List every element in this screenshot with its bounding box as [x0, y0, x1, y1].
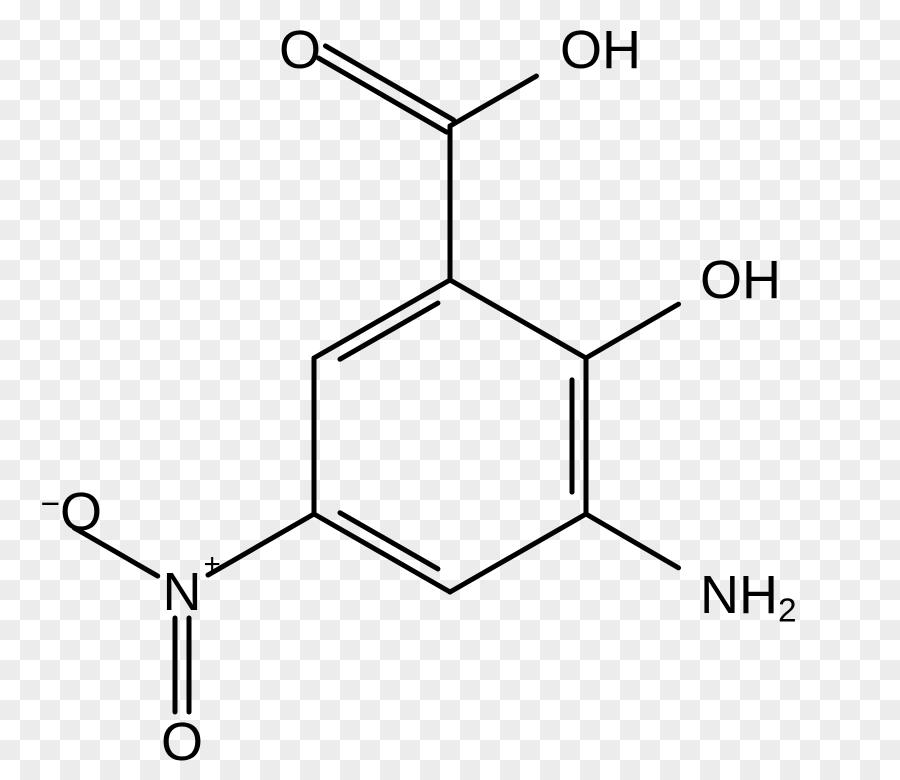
label-phenol-oh: OH — [700, 253, 781, 307]
label-nitro-o-anion: −O — [40, 485, 102, 539]
label-carbonyl-oxygen: O — [279, 23, 321, 77]
label-carboxylic-oh: OH — [560, 23, 641, 77]
label-amine-nh2: NH2 — [700, 568, 797, 628]
molecule-bonds — [0, 0, 900, 780]
label-nitro-o-double: O — [161, 715, 203, 769]
label-nitro-n: N+ — [163, 565, 202, 619]
